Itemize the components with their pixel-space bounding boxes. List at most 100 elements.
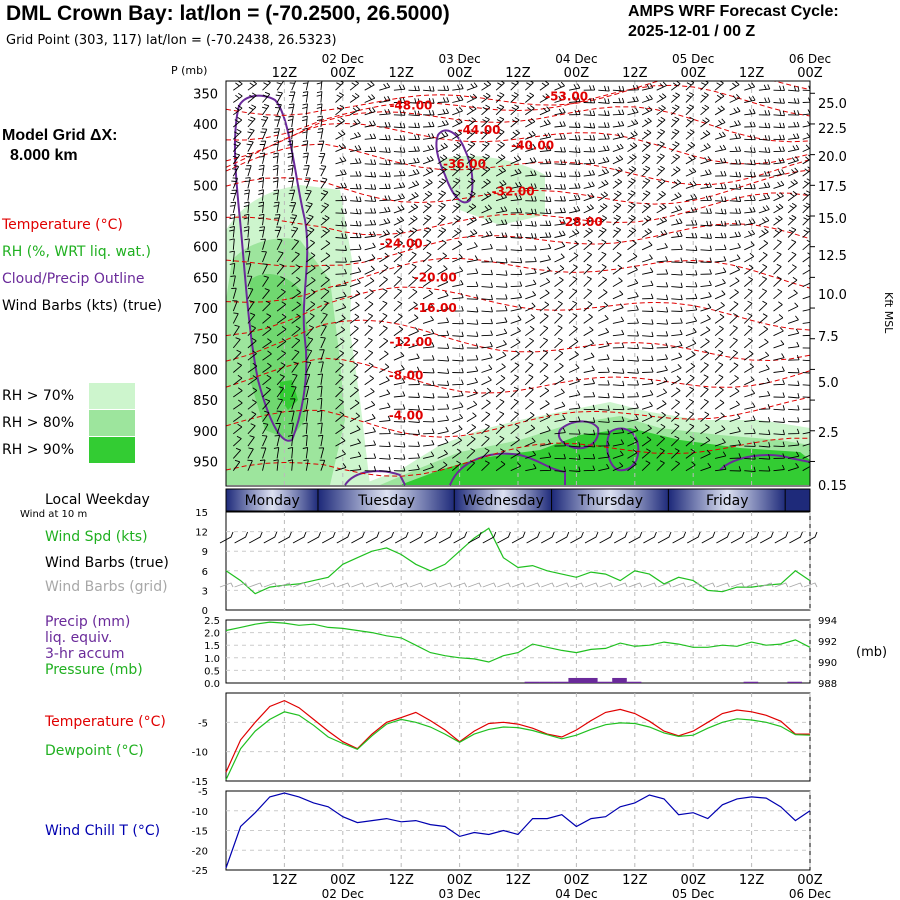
wind-barb xyxy=(598,276,607,287)
wind-barb xyxy=(452,95,464,103)
wind-barb xyxy=(247,325,257,337)
wind-barb xyxy=(452,240,463,251)
wind-barb xyxy=(627,265,638,275)
wind-barb xyxy=(423,342,435,349)
wind-barb xyxy=(305,361,312,373)
wind-barb xyxy=(379,402,391,410)
wind-barb xyxy=(758,351,770,361)
true-wind-barb xyxy=(336,531,351,544)
wind-barb xyxy=(437,214,446,226)
wind-barb xyxy=(466,377,478,386)
top-hour-label: 00Z xyxy=(330,66,356,81)
true-wind-barb xyxy=(307,531,322,544)
wind-barb xyxy=(379,350,389,361)
wind-barb xyxy=(305,325,315,337)
wind-barb xyxy=(700,411,710,422)
wind-barb xyxy=(466,178,476,189)
wind-barb xyxy=(685,193,698,202)
wind-barb xyxy=(656,447,665,459)
wind-barb xyxy=(525,245,537,251)
wind-barb xyxy=(714,290,726,300)
wind-barb xyxy=(641,241,653,251)
wind-barb xyxy=(481,364,493,373)
wind-barb xyxy=(642,331,654,338)
wind-barb xyxy=(481,353,493,361)
wind-barb xyxy=(258,201,265,213)
wind-barb xyxy=(627,142,638,152)
wind-barb xyxy=(729,277,740,287)
wind-barb xyxy=(393,288,403,300)
wind-barb xyxy=(612,439,625,447)
isotherm-label: -24.00 xyxy=(380,237,423,251)
bottom-hour-label: 00Z xyxy=(797,873,823,888)
wind-barb xyxy=(627,202,636,214)
wind-barb xyxy=(335,268,347,275)
wind-barb xyxy=(641,153,651,165)
wind-barb xyxy=(379,147,391,153)
wind-barb xyxy=(641,141,651,152)
wind-barb xyxy=(510,374,520,386)
wind-barb xyxy=(525,302,536,312)
wind-barb xyxy=(802,291,810,300)
wind-barb xyxy=(393,378,406,386)
wind-barb xyxy=(349,131,361,140)
wind-barb xyxy=(802,154,810,165)
wind-barb xyxy=(598,380,610,386)
wind-barb xyxy=(303,385,310,398)
wind-barb xyxy=(685,436,695,447)
wind-barb xyxy=(247,116,256,128)
wind-barb xyxy=(349,337,359,349)
wind-barb xyxy=(232,312,239,324)
wind-barb xyxy=(685,448,696,459)
wind-barb xyxy=(408,405,420,411)
true-wind-barb xyxy=(555,531,570,544)
wind-barb xyxy=(302,410,308,422)
wind-barb xyxy=(715,267,727,275)
precip-tick-label: 1.0 xyxy=(204,654,220,665)
wind-barb xyxy=(451,177,461,189)
legend-wind-barbs-true: Wind Barbs (true) xyxy=(45,555,169,571)
wind-barb xyxy=(233,387,243,398)
wind-barb xyxy=(539,374,549,386)
wind-barb xyxy=(510,292,523,300)
wind-barb xyxy=(379,109,391,116)
wind-barb xyxy=(481,306,493,313)
wind-barb xyxy=(408,157,420,165)
wind-barb xyxy=(744,363,754,373)
wind-barb xyxy=(525,157,537,165)
isotherm-label: -53.00 xyxy=(545,89,588,103)
wind-barb xyxy=(229,226,235,238)
wind-barb xyxy=(685,316,698,324)
true-wind-barb xyxy=(409,531,424,544)
wind-barb xyxy=(276,338,287,349)
wind-barb xyxy=(612,190,622,202)
wind-barb xyxy=(554,241,566,251)
wind-barb xyxy=(627,460,637,472)
wind-barb xyxy=(229,262,236,275)
wind-barb xyxy=(758,170,771,177)
wind-barb xyxy=(729,466,742,472)
wind-barb xyxy=(452,343,464,350)
wind-barb xyxy=(787,289,798,300)
wind-barb xyxy=(379,171,391,178)
wind-barb xyxy=(510,207,523,214)
wind-barb xyxy=(656,116,666,128)
wind-barb xyxy=(364,120,376,128)
wind-barb xyxy=(364,350,374,361)
wind-barb xyxy=(364,289,374,300)
wind-barb xyxy=(452,141,462,152)
wind-barb xyxy=(627,291,639,300)
wind-barb xyxy=(583,146,596,153)
grid-wind-barb xyxy=(497,582,511,588)
wind-barb xyxy=(787,190,798,202)
wind-barb xyxy=(496,294,508,300)
wind-barb xyxy=(452,266,464,275)
wind-barb xyxy=(510,142,521,152)
wind-barb xyxy=(525,220,537,227)
wind-barb xyxy=(525,337,534,349)
wind-barb xyxy=(729,146,742,153)
wind-barb xyxy=(656,331,669,337)
wind-barb xyxy=(422,144,435,153)
wind-tick-label: 3 xyxy=(202,586,208,597)
wind-barb xyxy=(349,399,360,410)
